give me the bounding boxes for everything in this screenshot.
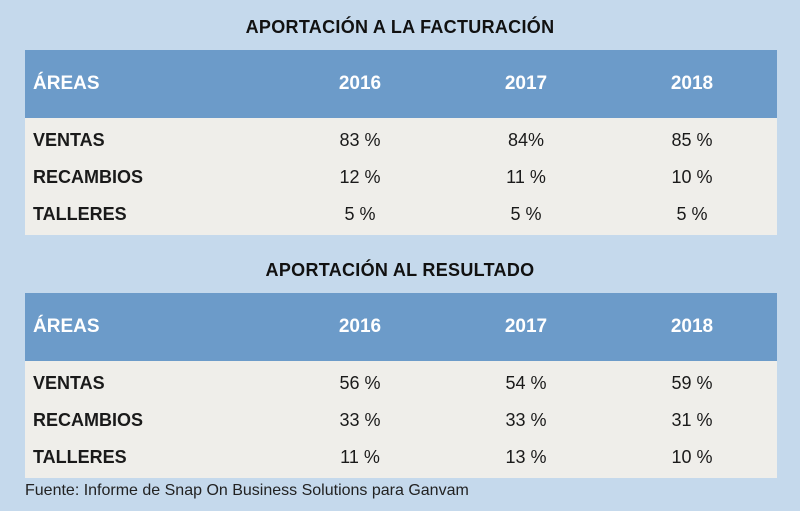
- column-header: ÁREAS: [25, 293, 275, 361]
- cell-value: 5 %: [607, 196, 777, 235]
- column-header: ÁREAS: [25, 50, 275, 118]
- row-label: RECAMBIOS: [25, 159, 275, 196]
- column-header: 2016: [275, 293, 445, 361]
- table-facturacion: ÁREAS 2016 2017 2018 VENTAS 83 % 84% 85 …: [25, 50, 777, 235]
- table-row: RECAMBIOS 33 % 33 % 31 %: [25, 402, 777, 439]
- table-resultado: ÁREAS 2016 2017 2018 VENTAS 56 % 54 % 59…: [25, 293, 777, 478]
- cell-value: 10 %: [607, 159, 777, 196]
- table-2-title: APORTACIÓN AL RESULTADO: [265, 260, 535, 280]
- column-header: 2018: [607, 50, 777, 118]
- table-1-title: APORTACIÓN A LA FACTURACIÓN: [245, 17, 555, 37]
- table-row: RECAMBIOS 12 % 11 % 10 %: [25, 159, 777, 196]
- row-label: TALLERES: [25, 196, 275, 235]
- cell-value: 5 %: [445, 196, 607, 235]
- cell-value: 85 %: [607, 118, 777, 159]
- column-header: 2017: [445, 50, 607, 118]
- header-row: ÁREAS 2016 2017 2018: [25, 293, 777, 361]
- column-header: 2017: [445, 293, 607, 361]
- source-note: Fuente: Informe de Snap On Business Solu…: [25, 482, 469, 499]
- cell-value: 10 %: [607, 439, 777, 478]
- cell-value: 11 %: [275, 439, 445, 478]
- cell-value: 84%: [445, 118, 607, 159]
- table-row: VENTAS 56 % 54 % 59 %: [25, 361, 777, 402]
- cell-value: 5 %: [275, 196, 445, 235]
- column-header: 2016: [275, 50, 445, 118]
- cell-value: 12 %: [275, 159, 445, 196]
- cell-value: 13 %: [445, 439, 607, 478]
- table-row: TALLERES 11 % 13 % 10 %: [25, 439, 777, 478]
- row-label: VENTAS: [25, 118, 275, 159]
- cell-value: 33 %: [275, 402, 445, 439]
- row-label: TALLERES: [25, 439, 275, 478]
- header-row: ÁREAS 2016 2017 2018: [25, 50, 777, 118]
- row-label: RECAMBIOS: [25, 402, 275, 439]
- row-label: VENTAS: [25, 361, 275, 402]
- cell-value: 54 %: [445, 361, 607, 402]
- cell-value: 11 %: [445, 159, 607, 196]
- cell-value: 33 %: [445, 402, 607, 439]
- cell-value: 31 %: [607, 402, 777, 439]
- cell-value: 59 %: [607, 361, 777, 402]
- cell-value: 56 %: [275, 361, 445, 402]
- table-row: TALLERES 5 % 5 % 5 %: [25, 196, 777, 235]
- cell-value: 83 %: [275, 118, 445, 159]
- table-row: VENTAS 83 % 84% 85 %: [25, 118, 777, 159]
- column-header: 2018: [607, 293, 777, 361]
